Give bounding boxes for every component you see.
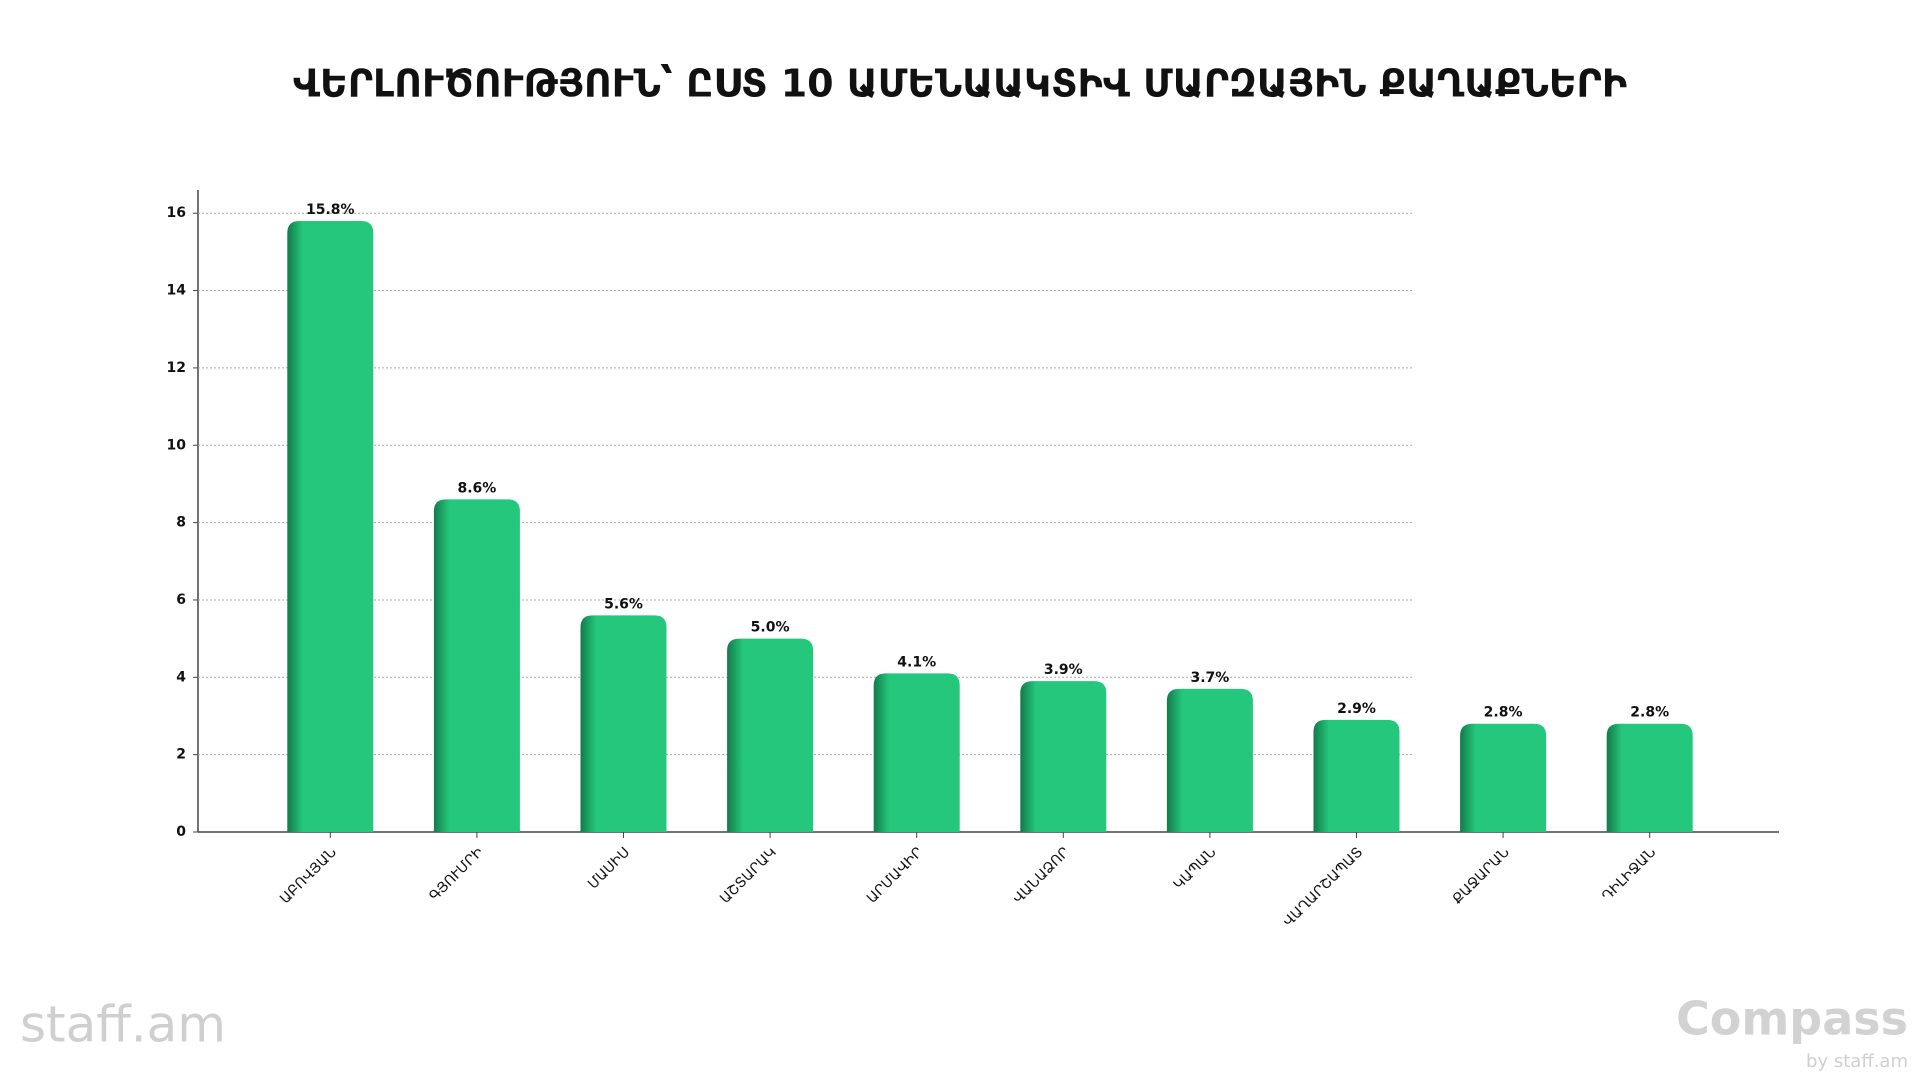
- y-tick-label: 6: [176, 592, 186, 608]
- x-tick-label: ԱՐՄԱՎԻՐ: [864, 844, 927, 907]
- x-tick-label: ՄԱՍԻՍ: [585, 844, 633, 892]
- x-tick-label: ՎԱՆԱՁՈՐ: [1010, 844, 1073, 907]
- y-tick-label: 10: [167, 437, 187, 453]
- data-label: 2.8%: [1630, 705, 1669, 721]
- bar: [873, 673, 960, 832]
- bar: [580, 615, 667, 832]
- data-label: 5.6%: [604, 596, 643, 612]
- bar: [433, 499, 520, 832]
- bar: [287, 220, 374, 832]
- y-tick-label: 16: [167, 205, 186, 221]
- bar: [1020, 681, 1107, 832]
- data-label: 3.9%: [1044, 662, 1083, 678]
- y-tick-label: 8: [176, 515, 186, 531]
- data-label: 15.8%: [306, 202, 355, 218]
- y-tick-label: 4: [176, 669, 186, 685]
- bar: [727, 638, 814, 832]
- bar: [1460, 723, 1547, 832]
- x-tick-label: ԴԻԼԻՋԱՆ: [1599, 844, 1659, 904]
- data-label: 5.0%: [751, 620, 790, 636]
- y-tick-label: 2: [176, 747, 186, 763]
- right-logo: Compass: [1676, 992, 1908, 1046]
- right-logo-sub: by staff.am: [1806, 1051, 1908, 1072]
- bar: [1313, 719, 1400, 832]
- chart-title: ՎԵՐԼՈՒԾՈՒԹՅՈՒՆ՝ ԸՍՏ 10 ԱՄԵՆԱԱԿՏԻՎ ՄԱՐԶԱՅ…: [293, 62, 1627, 106]
- x-tick-label: ՔԱՋԱՐԱՆ: [1450, 844, 1513, 907]
- y-tick-label: 0: [176, 824, 186, 840]
- data-label: 8.6%: [457, 480, 496, 496]
- bar: [1606, 723, 1693, 832]
- left-logo: staff.am: [20, 996, 226, 1054]
- x-tick-label: ԳՅՈՒՄՐԻ: [426, 844, 486, 904]
- data-label: 2.8%: [1484, 705, 1523, 721]
- data-label: 3.7%: [1190, 670, 1229, 686]
- y-tick-label: 14: [167, 283, 187, 299]
- bar: [1166, 688, 1253, 832]
- x-tick-label: ՎԱՂԱՐՇԱՊԱՏ: [1280, 844, 1366, 930]
- y-tick-label: 12: [167, 360, 186, 376]
- x-tick-label: ԱՇՏԱՐԱԿ: [717, 844, 780, 907]
- data-label: 2.9%: [1337, 701, 1376, 717]
- data-label: 4.1%: [897, 654, 936, 670]
- x-tick-label: ԿԱՊԱՆ: [1171, 844, 1220, 893]
- x-tick-label: ԱԲՈՎՅԱՆ: [277, 844, 340, 907]
